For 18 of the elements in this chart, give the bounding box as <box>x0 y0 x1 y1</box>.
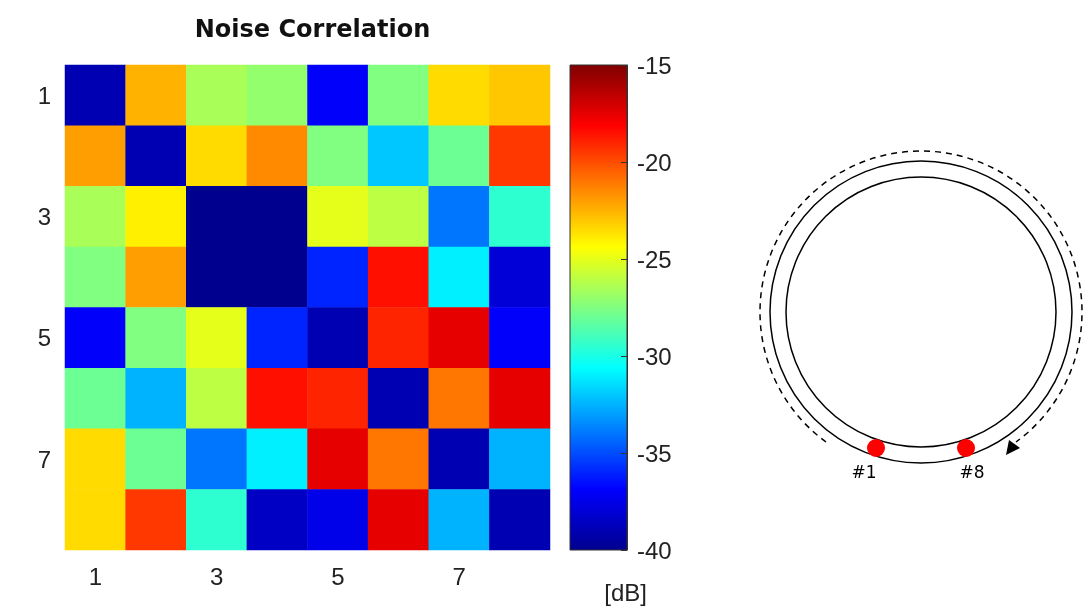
y-tick-label: 7 <box>37 445 51 473</box>
color-bar-label: -25 <box>637 245 672 273</box>
y-tick-label: 3 <box>37 203 51 231</box>
color-bar-title: [dB] <box>604 578 647 606</box>
y-tick-label: 1 <box>37 81 51 109</box>
color-bar-label: -20 <box>637 148 672 176</box>
color-bar-label: -35 <box>637 439 672 467</box>
color-bar-label: -40 <box>637 536 672 564</box>
x-tick-label: 5 <box>331 562 345 590</box>
x-tick-label: 3 <box>209 562 224 590</box>
text: #8 <box>959 462 985 482</box>
text: #1 <box>851 462 877 482</box>
x-tick-label: 7 <box>452 562 466 590</box>
chart-title: Noise Correlation <box>194 15 431 43</box>
y-tick-label: 5 <box>37 324 51 352</box>
x-tick-label: 1 <box>88 562 102 590</box>
color-bar-label: -15 <box>637 51 672 79</box>
color-bar-label: -30 <box>637 342 672 370</box>
